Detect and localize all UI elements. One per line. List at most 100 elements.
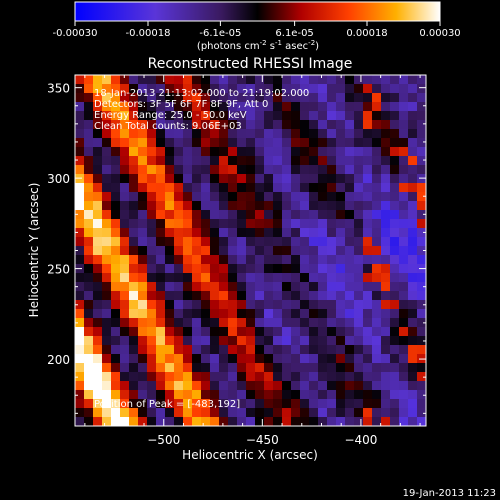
- heatmap-cell: [399, 192, 409, 202]
- heatmap-cell: [210, 120, 220, 130]
- heatmap-cell: [237, 255, 247, 265]
- heatmap-cell: [381, 210, 391, 220]
- heatmap-cell: [327, 120, 337, 130]
- heatmap-cell: [165, 381, 175, 391]
- heatmap-cell: [327, 111, 337, 121]
- heatmap-cell: [354, 111, 364, 121]
- heatmap-cell: [138, 84, 148, 94]
- heatmap-cell: [381, 390, 391, 400]
- heatmap-cell: [120, 156, 130, 166]
- heatmap-cell: [318, 183, 328, 193]
- heatmap-cell: [336, 354, 346, 364]
- heatmap-cell: [282, 408, 292, 418]
- heatmap-cell: [390, 237, 400, 247]
- heatmap-cell: [138, 372, 148, 382]
- heatmap-cell: [399, 210, 409, 220]
- heatmap-cell: [93, 363, 103, 373]
- heatmap-cell: [165, 201, 175, 211]
- heatmap-cell: [273, 354, 283, 364]
- heatmap-cell: [120, 138, 130, 148]
- heatmap-cell: [372, 282, 382, 292]
- heatmap-cell: [84, 273, 94, 283]
- heatmap-cell: [345, 291, 355, 301]
- heatmap-cell: [282, 282, 292, 292]
- heatmap-cell: [75, 318, 85, 328]
- heatmap-cell: [93, 111, 103, 121]
- heatmap-cell: [246, 219, 256, 229]
- heatmap-cell: [372, 93, 382, 103]
- heatmap-cell: [75, 282, 85, 292]
- heatmap-cell: [336, 399, 346, 409]
- heatmap-cell: [75, 372, 85, 382]
- heatmap-cell: [390, 273, 400, 283]
- heatmap-cell: [264, 300, 274, 310]
- heatmap-cell: [183, 309, 193, 319]
- heatmap-cell: [399, 147, 409, 157]
- heatmap-cell: [84, 390, 94, 400]
- heatmap-cell: [354, 219, 364, 229]
- heatmap-cell: [147, 291, 157, 301]
- heatmap-cell: [174, 192, 184, 202]
- heatmap-cell: [381, 327, 391, 337]
- heatmap-cell: [381, 417, 391, 426]
- heatmap-cell: [399, 381, 409, 391]
- heatmap-cell: [273, 129, 283, 139]
- heatmap-cell: [201, 246, 211, 256]
- heatmap-cell: [165, 390, 175, 400]
- heatmap-cell: [273, 102, 283, 112]
- heatmap-cell: [381, 291, 391, 301]
- heatmap-cell: [165, 336, 175, 346]
- heatmap-cell: [75, 129, 85, 139]
- heatmap-cell: [228, 318, 238, 328]
- heatmap-cell: [147, 390, 157, 400]
- heatmap-cell: [318, 228, 328, 238]
- heatmap-cell: [102, 84, 112, 94]
- heatmap-cell: [417, 408, 426, 418]
- heatmap-cell: [345, 381, 355, 391]
- heatmap-cell: [156, 354, 166, 364]
- heatmap-cell: [255, 363, 265, 373]
- heatmap-cell: [174, 228, 184, 238]
- heatmap-cell: [237, 363, 247, 373]
- heatmap-cell: [192, 201, 202, 211]
- heatmap-cell: [165, 120, 175, 130]
- heatmap-cell: [228, 111, 238, 121]
- heatmap-cell: [237, 309, 247, 319]
- heatmap-cell: [300, 264, 310, 274]
- heatmap-cell: [318, 210, 328, 220]
- heatmap-cell: [228, 129, 238, 139]
- heatmap-cell: [93, 372, 103, 382]
- heatmap-cell: [129, 102, 139, 112]
- heatmap-cell: [417, 399, 426, 409]
- heatmap-cell: [327, 156, 337, 166]
- heatmap-cell: [309, 417, 319, 426]
- heatmap-cell: [129, 408, 139, 418]
- heatmap-cell: [372, 381, 382, 391]
- heatmap-cell: [264, 120, 274, 130]
- heatmap-cell: [282, 228, 292, 238]
- heatmap-cell: [291, 309, 301, 319]
- heatmap-cell: [381, 111, 391, 121]
- heatmap-cell: [192, 417, 202, 426]
- heatmap-cell: [300, 282, 310, 292]
- heatmap-cell: [381, 363, 391, 373]
- heatmap-cell: [228, 237, 238, 247]
- heatmap-cell: [354, 336, 364, 346]
- heatmap-cell: [354, 237, 364, 247]
- heatmap-cell: [255, 291, 265, 301]
- heatmap-cell: [300, 237, 310, 247]
- heatmap-cell: [417, 102, 426, 112]
- heatmap-cell: [75, 75, 85, 85]
- heatmap-cell: [210, 111, 220, 121]
- heatmap-cell: [237, 84, 247, 94]
- heatmap-cell: [390, 129, 400, 139]
- heatmap-cell: [219, 300, 229, 310]
- heatmap-cell: [381, 147, 391, 157]
- heatmap-cell: [390, 327, 400, 337]
- heatmap-cell: [183, 111, 193, 121]
- heatmap-cell: [174, 120, 184, 130]
- heatmap-cell: [192, 129, 202, 139]
- heatmap-cell: [390, 309, 400, 319]
- heatmap-cell: [147, 183, 157, 193]
- heatmap-cell: [120, 111, 130, 121]
